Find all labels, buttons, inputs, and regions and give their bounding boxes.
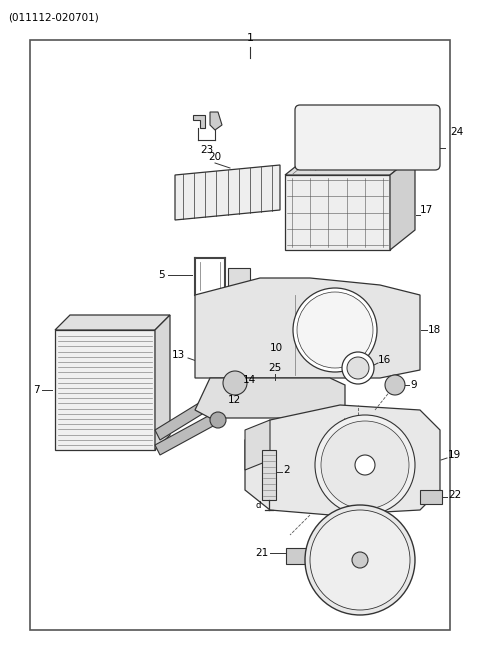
Text: 22: 22 xyxy=(448,490,461,500)
Text: 2: 2 xyxy=(283,465,289,475)
Polygon shape xyxy=(210,112,222,130)
Polygon shape xyxy=(390,155,415,250)
Text: 9: 9 xyxy=(410,380,417,390)
Text: 21: 21 xyxy=(255,548,268,558)
Text: 14: 14 xyxy=(243,375,256,385)
Polygon shape xyxy=(155,390,225,440)
Text: 25: 25 xyxy=(268,363,282,373)
Text: 5: 5 xyxy=(158,270,165,280)
Text: (011112-020701): (011112-020701) xyxy=(8,12,99,22)
Polygon shape xyxy=(245,405,440,515)
Text: 18: 18 xyxy=(428,325,441,335)
Polygon shape xyxy=(175,165,280,220)
Text: 7: 7 xyxy=(34,385,40,395)
Polygon shape xyxy=(195,278,420,378)
Bar xyxy=(250,358,268,370)
Polygon shape xyxy=(55,315,170,330)
Circle shape xyxy=(352,552,368,568)
Circle shape xyxy=(355,455,375,475)
Bar xyxy=(286,548,308,564)
Bar xyxy=(30,40,450,630)
Text: 19: 19 xyxy=(448,450,461,460)
Polygon shape xyxy=(245,420,270,470)
Polygon shape xyxy=(155,415,215,455)
Circle shape xyxy=(293,288,377,372)
Bar xyxy=(420,490,442,504)
Circle shape xyxy=(315,415,415,515)
Bar xyxy=(262,450,276,500)
Text: 23: 23 xyxy=(200,145,214,155)
Circle shape xyxy=(297,292,373,368)
Circle shape xyxy=(223,371,247,395)
FancyBboxPatch shape xyxy=(295,105,440,170)
Bar xyxy=(228,268,250,286)
Circle shape xyxy=(321,421,409,509)
Circle shape xyxy=(342,352,374,384)
Text: 1: 1 xyxy=(247,33,253,43)
Text: 17: 17 xyxy=(420,205,433,215)
Polygon shape xyxy=(285,175,390,250)
Text: 24: 24 xyxy=(450,127,463,137)
Text: 12: 12 xyxy=(228,395,241,405)
Polygon shape xyxy=(155,315,170,450)
Polygon shape xyxy=(195,378,345,418)
Polygon shape xyxy=(285,155,415,175)
Polygon shape xyxy=(193,115,205,128)
Circle shape xyxy=(210,412,226,428)
Circle shape xyxy=(305,505,415,615)
Text: 20: 20 xyxy=(208,152,222,162)
Polygon shape xyxy=(55,330,155,450)
Circle shape xyxy=(310,510,410,610)
Polygon shape xyxy=(220,375,248,397)
Text: d: d xyxy=(255,501,261,510)
Text: 16: 16 xyxy=(378,355,391,365)
Text: 13: 13 xyxy=(172,350,185,360)
Text: 10: 10 xyxy=(270,343,283,353)
Circle shape xyxy=(347,357,369,379)
Circle shape xyxy=(385,375,405,395)
